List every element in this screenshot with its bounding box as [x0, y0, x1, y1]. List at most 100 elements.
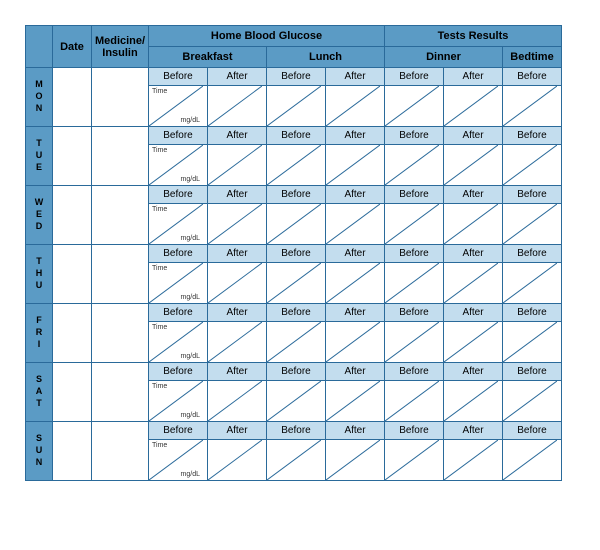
- medicine-cell[interactable]: [92, 68, 149, 127]
- title-right: Tests Results: [385, 26, 562, 47]
- reading-cell[interactable]: [444, 263, 503, 304]
- reading-cell[interactable]: Timemg/dL: [149, 263, 208, 304]
- reading-cell[interactable]: [208, 381, 267, 422]
- reading-cell[interactable]: [326, 263, 385, 304]
- reading-cell[interactable]: [267, 440, 326, 481]
- reading-cell[interactable]: [208, 86, 267, 127]
- sub-header: Before: [267, 304, 326, 322]
- sub-header: Before: [503, 245, 562, 263]
- reading-cell[interactable]: [385, 263, 444, 304]
- unit-label: mg/dL: [181, 471, 200, 478]
- reading-cell[interactable]: [385, 322, 444, 363]
- reading-cell[interactable]: [267, 263, 326, 304]
- date-cell[interactable]: [53, 186, 92, 245]
- medicine-header: Medicine/ Insulin: [92, 26, 149, 68]
- meal-lunch: Lunch: [267, 47, 385, 68]
- reading-cell[interactable]: [267, 145, 326, 186]
- reading-cell[interactable]: [208, 204, 267, 245]
- sub-header: Before: [385, 68, 444, 86]
- glucose-log-table: Date Medicine/ Insulin Home Blood Glucos…: [25, 25, 562, 481]
- reading-cell[interactable]: [503, 86, 562, 127]
- reading-cell[interactable]: [267, 86, 326, 127]
- time-label: Time: [152, 147, 167, 154]
- reading-cell[interactable]: [208, 263, 267, 304]
- reading-cell[interactable]: [326, 86, 385, 127]
- sub-header: Before: [149, 127, 208, 145]
- reading-cell[interactable]: Timemg/dL: [149, 204, 208, 245]
- sub-header: After: [208, 245, 267, 263]
- medicine-cell[interactable]: [92, 363, 149, 422]
- sub-header: Before: [385, 363, 444, 381]
- reading-cell[interactable]: [444, 145, 503, 186]
- reading-cell[interactable]: [444, 204, 503, 245]
- reading-cell[interactable]: Timemg/dL: [149, 145, 208, 186]
- day-label: FRI: [26, 304, 53, 363]
- sub-header: Before: [267, 68, 326, 86]
- reading-cell[interactable]: [326, 204, 385, 245]
- reading-cell[interactable]: [326, 440, 385, 481]
- reading-cell[interactable]: [385, 440, 444, 481]
- sub-header: Before: [267, 127, 326, 145]
- reading-cell[interactable]: [503, 440, 562, 481]
- time-label: Time: [152, 442, 167, 449]
- date-cell[interactable]: [53, 363, 92, 422]
- reading-cell[interactable]: Timemg/dL: [149, 381, 208, 422]
- reading-cell[interactable]: [503, 204, 562, 245]
- reading-cell[interactable]: [267, 322, 326, 363]
- sub-header: After: [444, 304, 503, 322]
- sub-header: Before: [267, 422, 326, 440]
- sub-header: Before: [267, 186, 326, 204]
- reading-cell[interactable]: [267, 204, 326, 245]
- sub-header: Before: [503, 68, 562, 86]
- reading-cell[interactable]: [208, 145, 267, 186]
- date-cell[interactable]: [53, 127, 92, 186]
- reading-cell[interactable]: [326, 145, 385, 186]
- reading-cell[interactable]: [444, 381, 503, 422]
- reading-cell[interactable]: Time mg/dL: [149, 440, 208, 481]
- medicine-cell[interactable]: [92, 304, 149, 363]
- reading-cell[interactable]: [385, 204, 444, 245]
- sub-header: Before: [385, 127, 444, 145]
- reading-cell[interactable]: [444, 322, 503, 363]
- reading-cell[interactable]: [385, 381, 444, 422]
- day-label: THU: [26, 245, 53, 304]
- sub-header: Before: [149, 363, 208, 381]
- reading-cell[interactable]: [444, 86, 503, 127]
- reading-cell[interactable]: [267, 381, 326, 422]
- reading-cell[interactable]: [208, 322, 267, 363]
- day-label: SAT: [26, 363, 53, 422]
- date-cell[interactable]: [53, 304, 92, 363]
- reading-cell[interactable]: [208, 440, 267, 481]
- day-label: MON: [26, 68, 53, 127]
- reading-cell[interactable]: [503, 263, 562, 304]
- medicine-cell[interactable]: [92, 186, 149, 245]
- reading-cell[interactable]: [385, 145, 444, 186]
- sub-header: After: [326, 127, 385, 145]
- sub-header: Before: [503, 127, 562, 145]
- sub-header: Before: [503, 363, 562, 381]
- sub-header: Before: [503, 304, 562, 322]
- sub-header: Before: [385, 186, 444, 204]
- reading-cell[interactable]: [385, 86, 444, 127]
- reading-cell[interactable]: Timemg/dL: [149, 322, 208, 363]
- reading-cell[interactable]: [326, 381, 385, 422]
- sub-header: Before: [149, 304, 208, 322]
- reading-cell[interactable]: [503, 145, 562, 186]
- reading-cell[interactable]: [326, 322, 385, 363]
- sub-header: Before: [149, 68, 208, 86]
- reading-cell[interactable]: [444, 440, 503, 481]
- sub-header: After: [444, 363, 503, 381]
- medicine-cell[interactable]: [92, 422, 149, 481]
- reading-cell[interactable]: Timemg/dL: [149, 86, 208, 127]
- reading-cell[interactable]: [503, 381, 562, 422]
- date-cell[interactable]: [53, 422, 92, 481]
- sub-header: After: [208, 127, 267, 145]
- reading-cell[interactable]: [503, 322, 562, 363]
- unit-label: mg/dL: [181, 117, 200, 124]
- date-cell[interactable]: [53, 68, 92, 127]
- date-cell[interactable]: [53, 245, 92, 304]
- sub-header: After: [326, 186, 385, 204]
- medicine-cell[interactable]: [92, 127, 149, 186]
- medicine-cell[interactable]: [92, 245, 149, 304]
- sub-header: After: [208, 68, 267, 86]
